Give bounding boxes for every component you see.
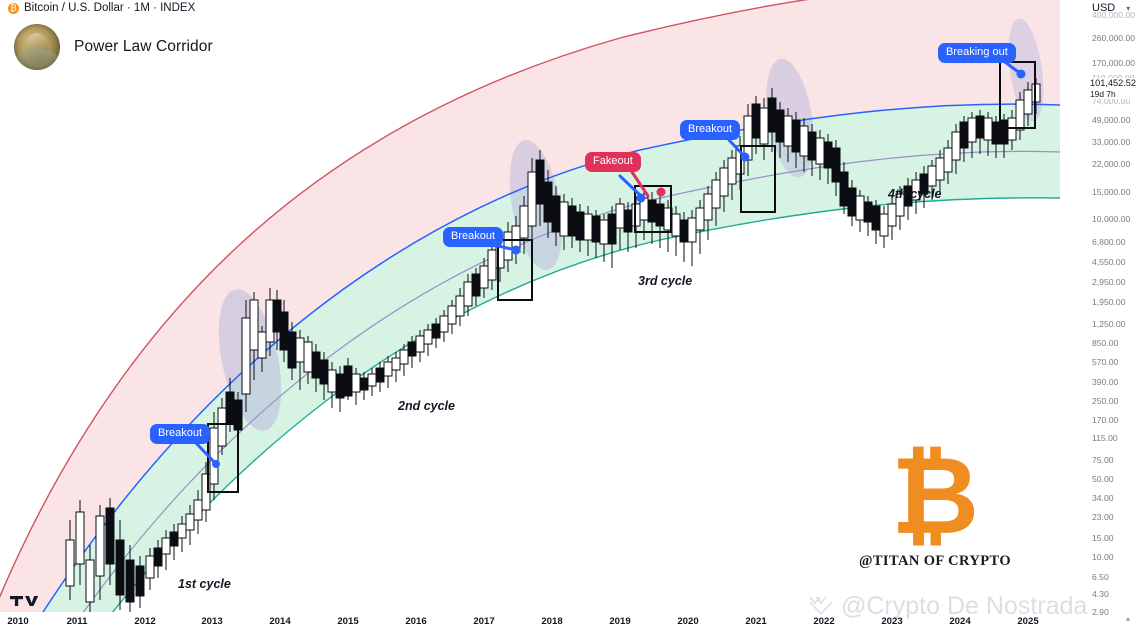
price-tick: 260,000.00 — [1092, 33, 1136, 43]
price-tick: 10,000.00 — [1092, 214, 1131, 224]
price-tick: 2,950.00 — [1092, 277, 1126, 287]
price-tick: 15.00 — [1092, 533, 1114, 543]
breakout-box-2 — [497, 239, 533, 301]
price-tick: 2.90 — [1092, 607, 1109, 617]
page-title: Power Law Corridor — [74, 38, 213, 55]
price-tick: 250.00 — [1092, 396, 1119, 406]
price-tick: 390.00 — [1092, 377, 1119, 387]
price-tick: 75.00 — [1092, 455, 1114, 465]
price-tick: 4,550.00 — [1092, 257, 1126, 267]
time-tick: 2020 — [677, 616, 699, 627]
current-price-readout: 101,452.52 19d 7h — [1090, 78, 1136, 99]
mid-corridor-line — [42, 103, 1060, 612]
price-tick: 6.50 — [1092, 572, 1109, 582]
breakout-box-3 — [740, 145, 776, 213]
price-tick: 170.00 — [1092, 415, 1119, 425]
time-tick: 2024 — [949, 616, 971, 627]
price-tick: 50.00 — [1092, 474, 1114, 484]
price-tick: 10.00 — [1092, 552, 1114, 562]
price-tick: 6,800.00 — [1092, 237, 1126, 247]
currency-selector[interactable]: USD ▾ — [1092, 2, 1130, 14]
callout-anchor-dots — [212, 69, 1026, 468]
callout-breakout[interactable]: Breakout — [680, 120, 741, 140]
cycle-label-1: 1st cycle — [178, 577, 231, 591]
time-tick: 2017 — [473, 616, 495, 627]
breakout-box-1 — [207, 423, 239, 493]
bar-countdown: 19d 7h — [1090, 88, 1116, 99]
callout-breakout[interactable]: Breakout — [443, 227, 504, 247]
time-tick: 2012 — [134, 616, 156, 627]
chevron-down-icon[interactable]: ▾ — [1126, 3, 1131, 13]
time-tick: 2018 — [541, 616, 563, 627]
price-tick: 22,000.00 — [1092, 159, 1131, 169]
price-tick: 34.00 — [1092, 493, 1114, 503]
price-tick: 74,000.00 — [1092, 96, 1131, 106]
time-tick: 2010 — [7, 616, 29, 627]
breaking-out-box — [999, 61, 1036, 129]
price-tick: 4.30 — [1092, 589, 1109, 599]
cycle-label-2: 2nd cycle — [398, 399, 455, 413]
price-tick: 170,000.00 — [1092, 58, 1136, 68]
bitcoin-coin-icon — [8, 2, 19, 14]
symbol-title: Bitcoin / U.S. Dollar · 1M · INDEX — [24, 2, 196, 14]
collapse-caret-icon[interactable]: ▴ — [1125, 614, 1130, 623]
avatar — [14, 24, 60, 70]
time-tick: 2011 — [66, 616, 88, 627]
tradingview-logo-icon[interactable] — [10, 594, 40, 608]
price-tick: 400,000.00 — [1092, 10, 1136, 20]
price-tick: 23.00 — [1092, 512, 1114, 522]
price-tick: 15,000.00 — [1092, 187, 1131, 197]
symbol-header[interactable]: Bitcoin / U.S. Dollar · 1M · INDEX — [8, 2, 195, 14]
time-tick: 2023 — [881, 616, 903, 627]
time-tick: 2025 — [1017, 616, 1039, 627]
study-header: Power Law Corridor — [14, 24, 213, 70]
time-tick: 2021 — [745, 616, 767, 627]
chart-plot-area[interactable] — [0, 0, 1088, 612]
price-tick: 1,950.00 — [1092, 297, 1126, 307]
price-axis[interactable]: USD ▾ 400,000.00260,000.00170,000.00110,… — [1088, 0, 1140, 630]
current-price-value: 101,452.52 — [1090, 78, 1136, 88]
callout-breaking-out[interactable]: Breaking out — [938, 43, 1016, 63]
time-tick: 2015 — [337, 616, 359, 627]
price-tick: 115.00 — [1092, 433, 1118, 443]
currency-label: USD — [1092, 2, 1116, 14]
price-tick: 570.00 — [1092, 357, 1119, 367]
price-tick: 49,000.00 — [1092, 115, 1131, 125]
upper-corridor-line — [0, 0, 809, 599]
fakeout-box — [634, 185, 672, 233]
time-tick: 2014 — [269, 616, 291, 627]
price-tick: 850.00 — [1092, 338, 1119, 348]
callout-fakeout[interactable]: Fakeout — [585, 152, 641, 172]
cycle-label-3: 3rd cycle — [638, 274, 693, 288]
price-tick: 1,250.00 — [1092, 319, 1126, 329]
time-tick: 2013 — [201, 616, 223, 627]
time-axis[interactable]: 2010 2011 2012 2013 2014 2015 2016 2017 2018 2019… — [0, 610, 1088, 630]
cycle-label-4: 4th cycle — [888, 187, 942, 201]
time-tick: 2016 — [405, 616, 427, 627]
time-tick: 2019 — [609, 616, 631, 627]
callout-breakout[interactable]: Breakout — [150, 424, 211, 444]
time-tick: 2022 — [813, 616, 835, 627]
price-tick: 33,000.00 — [1092, 137, 1131, 147]
